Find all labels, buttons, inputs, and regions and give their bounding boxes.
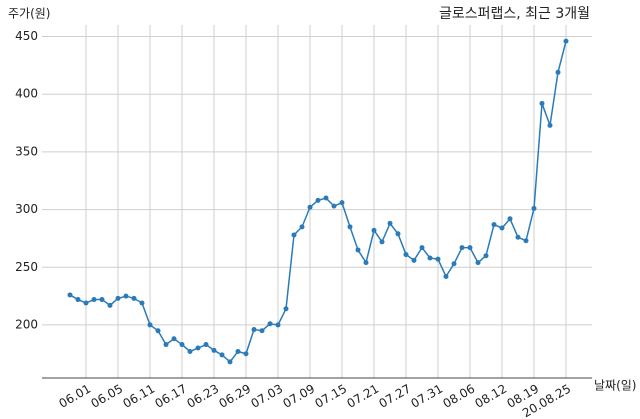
data-point	[211, 347, 217, 353]
data-point	[563, 38, 569, 44]
data-point	[259, 328, 265, 334]
data-point	[443, 273, 449, 279]
x-axis-label: 날짜(일)	[594, 379, 636, 393]
data-point	[123, 293, 129, 299]
x-tick-label: 06.01	[56, 382, 93, 411]
data-point	[323, 195, 329, 201]
data-point	[75, 297, 81, 303]
x-tick-label: 06.23	[184, 382, 221, 411]
data-point	[283, 306, 289, 312]
data-point	[155, 328, 161, 334]
data-point	[115, 295, 121, 301]
x-tick-label: 06.29	[216, 382, 253, 411]
data-point	[411, 257, 417, 263]
data-point	[275, 322, 281, 328]
x-tick-label: 07.21	[344, 382, 381, 411]
data-point	[203, 342, 209, 348]
data-point	[459, 245, 465, 251]
x-tick-label: 07.27	[376, 382, 413, 411]
data-point	[299, 224, 305, 230]
data-point	[355, 247, 361, 253]
x-tick-label: 07.03	[248, 382, 285, 411]
data-point	[107, 302, 113, 308]
data-point	[451, 261, 457, 267]
data-point	[235, 348, 241, 354]
y-tick-label: 350	[15, 144, 38, 158]
data-point	[187, 348, 193, 354]
data-point	[347, 224, 353, 230]
data-point	[435, 256, 441, 262]
x-tick-label: 07.15	[312, 382, 349, 411]
data-point	[67, 292, 73, 298]
data-point	[491, 222, 497, 228]
x-tick-label: 07.09	[280, 382, 317, 411]
x-tick-label: 07.31	[408, 382, 445, 411]
y-tick-label: 450	[15, 29, 38, 43]
x-tick-label: 06.05	[88, 382, 125, 411]
data-point	[315, 197, 321, 203]
data-point	[339, 200, 345, 206]
data-point	[131, 295, 137, 301]
y-tick-label: 300	[15, 202, 38, 216]
data-point	[555, 69, 561, 75]
data-point	[179, 342, 185, 348]
data-point	[515, 234, 521, 240]
x-tick-label: 06.11	[120, 382, 157, 411]
chart-title: 글로스퍼랩스, 최근 3개월	[439, 6, 590, 22]
data-point	[427, 255, 433, 261]
data-point	[291, 232, 297, 238]
data-point	[419, 245, 425, 251]
data-point	[371, 227, 377, 233]
data-point	[195, 345, 201, 351]
data-point	[475, 260, 481, 266]
x-tick-label: 06.17	[152, 382, 189, 411]
data-point	[531, 205, 537, 211]
data-point	[91, 297, 97, 303]
y-tick-label: 250	[15, 260, 38, 274]
data-point	[387, 220, 393, 226]
data-point	[99, 297, 105, 303]
data-point	[227, 359, 233, 365]
data-point	[147, 322, 153, 328]
data-point	[83, 300, 89, 306]
x-tick-label: 08.06	[440, 382, 477, 411]
data-point	[483, 253, 489, 259]
data-point	[467, 245, 473, 251]
data-point	[499, 225, 505, 231]
data-point	[395, 231, 401, 237]
data-point	[251, 327, 257, 333]
y-axis-label: 주가(원)	[8, 7, 50, 21]
data-point	[219, 352, 225, 358]
x-tick-label: 08.12	[472, 382, 509, 411]
data-point	[139, 300, 145, 306]
data-point	[507, 216, 513, 222]
data-point	[243, 351, 249, 357]
data-point	[363, 260, 369, 266]
data-point	[171, 336, 177, 342]
data-point	[523, 238, 529, 244]
data-point	[403, 252, 409, 258]
y-tick-label: 200	[15, 317, 38, 331]
y-tick-label: 400	[15, 87, 38, 101]
data-point	[163, 342, 169, 348]
data-point	[331, 203, 337, 209]
data-point	[379, 239, 385, 245]
data-point	[307, 204, 313, 210]
data-point	[267, 321, 273, 327]
data-point	[539, 100, 545, 106]
data-point	[547, 122, 553, 128]
